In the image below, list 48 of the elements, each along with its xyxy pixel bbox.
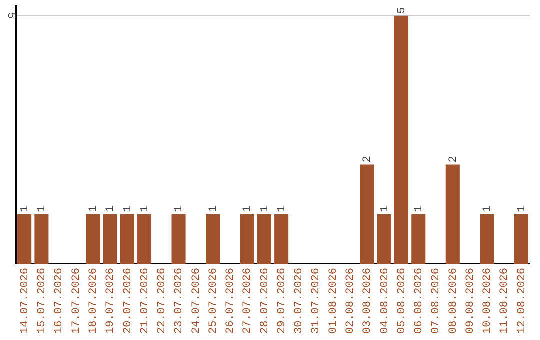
x-tick-label: 17.07.2026 — [70, 268, 83, 334]
x-tick-label: 12.08.2026 — [516, 268, 528, 334]
x-tick-label: 02.08.2026 — [345, 268, 358, 334]
data-label: 1 — [414, 205, 426, 212]
data-label: 2 — [362, 156, 374, 163]
x-tick-label: 22.07.2026 — [156, 268, 169, 334]
data-label: 1 — [122, 205, 134, 212]
x-tick-label: 23.07.2026 — [174, 268, 186, 334]
x-tick-label: 26.07.2026 — [225, 268, 238, 334]
x-tick-label: 24.07.2026 — [190, 268, 203, 334]
x-tick-label: 27.07.2026 — [242, 268, 254, 334]
x-tick-label: 25.07.2026 — [208, 268, 220, 334]
x-tick-label: 20.07.2026 — [122, 268, 134, 334]
x-tick-label: 18.07.2026 — [88, 268, 100, 334]
data-label: 1 — [482, 205, 494, 212]
x-tick-label: 30.07.2026 — [294, 268, 306, 334]
x-tick-label: 04.08.2026 — [379, 268, 392, 334]
x-tick-label: 14.07.2026 — [19, 268, 32, 334]
x-tick-label: 19.07.2026 — [105, 268, 118, 334]
data-label: 1 — [276, 205, 288, 212]
x-tick-label: 21.07.2026 — [139, 268, 152, 334]
x-tick-label: 10.08.2026 — [482, 268, 494, 334]
data-label: 1 — [208, 205, 220, 212]
data-label: 2 — [448, 156, 460, 163]
x-tick-label: 11.08.2026 — [499, 268, 512, 334]
data-label: 1 — [516, 205, 528, 212]
data-label: 1 — [88, 205, 100, 212]
data-label: 5 — [396, 7, 408, 14]
data-label: 1 — [379, 205, 392, 212]
x-tick-label: 01.08.2026 — [328, 268, 340, 334]
data-label: 1 — [259, 205, 272, 212]
x-tick-label: 08.08.2026 — [448, 268, 460, 334]
data-label: 1 — [174, 205, 186, 212]
x-tick-label: 09.08.2026 — [464, 268, 477, 334]
data-label: 1 — [139, 205, 152, 212]
x-tick-label: 31.07.2026 — [310, 268, 323, 334]
x-tick-label: 06.08.2026 — [414, 268, 426, 334]
data-label: 1 — [105, 205, 118, 212]
x-tick-label: 29.07.2026 — [276, 268, 288, 334]
data-label: 1 — [242, 205, 254, 212]
x-tick-label: 07.08.2026 — [430, 268, 443, 334]
data-label: 1 — [19, 205, 32, 212]
x-tick-label: 03.08.2026 — [362, 268, 374, 334]
x-tick-label: 15.07.2026 — [36, 268, 49, 334]
x-tick-label: 28.07.2026 — [259, 268, 272, 334]
data-label: 1 — [36, 205, 49, 212]
x-tick-label: 05.08.2026 — [396, 268, 408, 334]
x-tick-label: 16.07.2026 — [54, 268, 66, 334]
